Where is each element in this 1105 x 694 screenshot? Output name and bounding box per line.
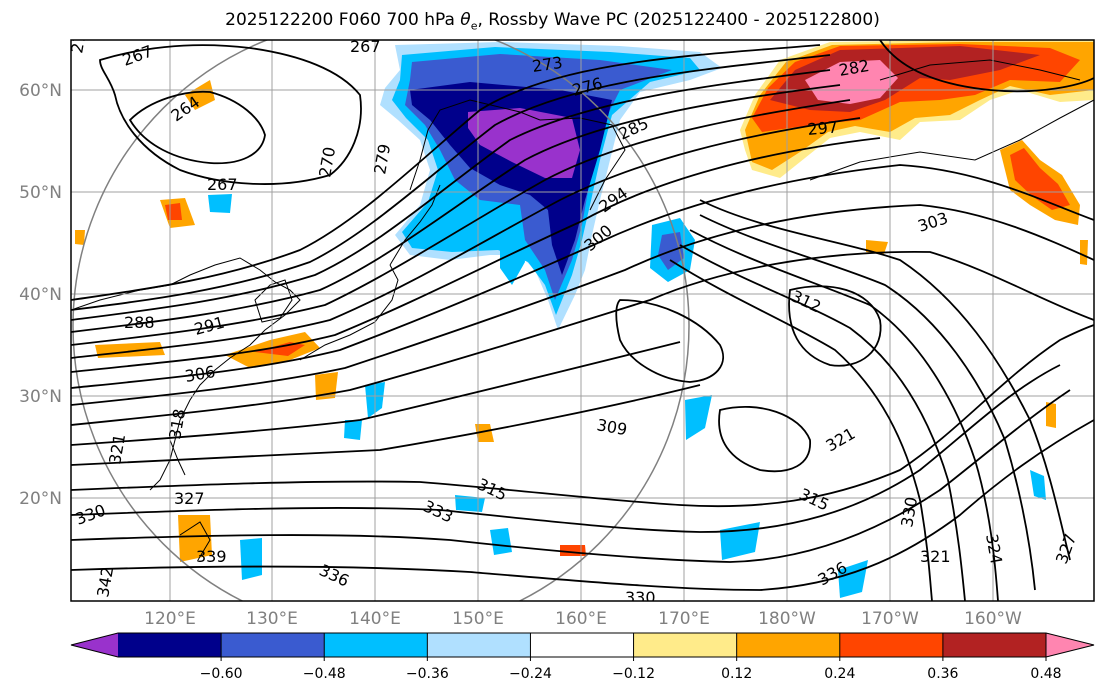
pos-anomaly-japan-red <box>255 342 305 356</box>
colorbar-segment <box>221 633 325 657</box>
contour-label: 267 <box>207 175 238 194</box>
neg-anomaly-main-purple <box>468 108 580 178</box>
colorbar-segment <box>118 633 222 657</box>
colorbar-outline <box>70 632 1095 658</box>
neg-anomaly-1 <box>500 232 525 285</box>
contour-label: 321 <box>920 547 951 566</box>
colorbar-tick-label: 0.12 <box>721 666 752 682</box>
neg-anomaly-10 <box>208 194 232 213</box>
neg-anomaly-8 <box>1030 470 1046 500</box>
colorbar: −0.60 −0.48 −0.36 −0.24 −0.12 0.12 0.24 0.36 0.4… <box>70 632 1095 682</box>
colorbar-segment <box>324 633 428 657</box>
map-frame <box>70 39 1095 602</box>
lat-label-60n: 60°N <box>19 81 62 101</box>
contour-label: 288 <box>124 313 155 332</box>
colorbar-segment <box>942 633 1047 657</box>
pos-anomaly-2r <box>165 203 182 220</box>
lon-label-140e: 140°E <box>349 609 401 629</box>
colorbar-segment <box>736 633 841 657</box>
colorbar-segment <box>633 633 738 657</box>
lon-label-130e: 130°E <box>246 609 298 629</box>
pos-anomaly-11 <box>75 230 85 245</box>
lon-label-160w: 160°W <box>964 609 1022 629</box>
colorbar-segment <box>530 633 635 657</box>
lon-label-180w: 180°W <box>758 609 816 629</box>
pos-anomaly-3 <box>185 80 215 110</box>
contour-label: 273 <box>531 53 564 76</box>
lat-label-30n: 30°N <box>19 387 62 407</box>
theta-e-contours <box>71 40 1094 601</box>
contour-label: 270 <box>67 21 91 54</box>
neg-anomaly-3 <box>344 420 362 440</box>
latitude-labels: 60°N 50°N 40°N 30°N 20°N <box>19 81 62 509</box>
longitude-labels: 120°E 130°E 140°E 150°E 160°E 170°E 180°… <box>144 609 1022 629</box>
pos-anomaly-ne-red <box>1010 148 1070 210</box>
colorbar-segment <box>839 633 944 657</box>
contour-label: 297 <box>807 117 839 139</box>
reference-circle <box>72 40 690 601</box>
colorbar-tick-label: 0.24 <box>824 666 855 682</box>
map-area: 267 267 267 264 270 270 273 276 279 282 … <box>67 21 1094 607</box>
colorbar-tick-label: 0.36 <box>927 666 958 682</box>
colorbar-tick-label: −0.60 <box>200 666 243 682</box>
lon-label-160e: 160°E <box>555 609 607 629</box>
lat-label-50n: 50°N <box>19 183 62 203</box>
pos-anomaly-7 <box>560 545 586 556</box>
lon-label-170e: 170°E <box>658 609 710 629</box>
neg-anomaly-4 <box>685 395 712 440</box>
colorbar-extend-low <box>71 633 118 657</box>
pos-anomaly-10 <box>1080 240 1088 265</box>
contour-label: 339 <box>196 547 227 566</box>
lat-label-20n: 20°N <box>19 489 62 509</box>
contour-label: 327 <box>174 489 205 508</box>
colorbar-segments <box>71 633 1094 657</box>
pos-anomaly-5 <box>475 424 494 442</box>
neg-anomaly-6 <box>240 538 262 580</box>
colorbar-extend-high <box>1046 633 1094 657</box>
colorbar-tick-label: −0.36 <box>406 666 449 682</box>
colorbar-tick-label: −0.48 <box>303 666 346 682</box>
colorbar-tick-label: −0.12 <box>612 666 655 682</box>
contour-label: 267 <box>350 37 381 56</box>
map-title: 2025122200 F060 700 hPa θe, Rossby Wave … <box>225 10 880 33</box>
lon-label-170w: 170°W <box>861 609 919 629</box>
contour-label: 330 <box>625 588 656 607</box>
colorbar-tick-label: 0.48 <box>1030 666 1061 682</box>
neg-anomaly-9 <box>490 528 512 555</box>
lat-label-40n: 40°N <box>19 285 62 305</box>
pos-anomaly-8 <box>866 240 888 254</box>
lon-label-150e: 150°E <box>452 609 504 629</box>
colorbar-tick-label: −0.24 <box>509 666 552 682</box>
lon-label-120e: 120°E <box>144 609 196 629</box>
colorbar-segment <box>427 633 531 657</box>
colorbar-ticks: −0.60 −0.48 −0.36 −0.24 −0.12 0.12 0.24 0.36 0.4… <box>200 633 1062 682</box>
contour-labels: 267 267 267 264 270 270 273 276 279 282 … <box>67 21 1080 607</box>
pos-anomaly-9 <box>1046 402 1056 428</box>
